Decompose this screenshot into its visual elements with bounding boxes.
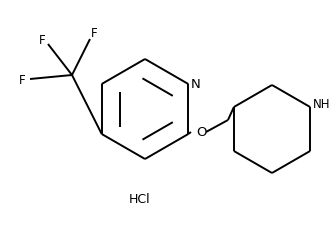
Text: F: F xyxy=(91,26,97,39)
Text: F: F xyxy=(39,33,45,46)
Text: NH: NH xyxy=(313,98,331,111)
Text: O: O xyxy=(196,126,206,139)
Text: N: N xyxy=(191,77,200,90)
Text: F: F xyxy=(19,73,25,86)
Text: HCl: HCl xyxy=(129,193,151,206)
